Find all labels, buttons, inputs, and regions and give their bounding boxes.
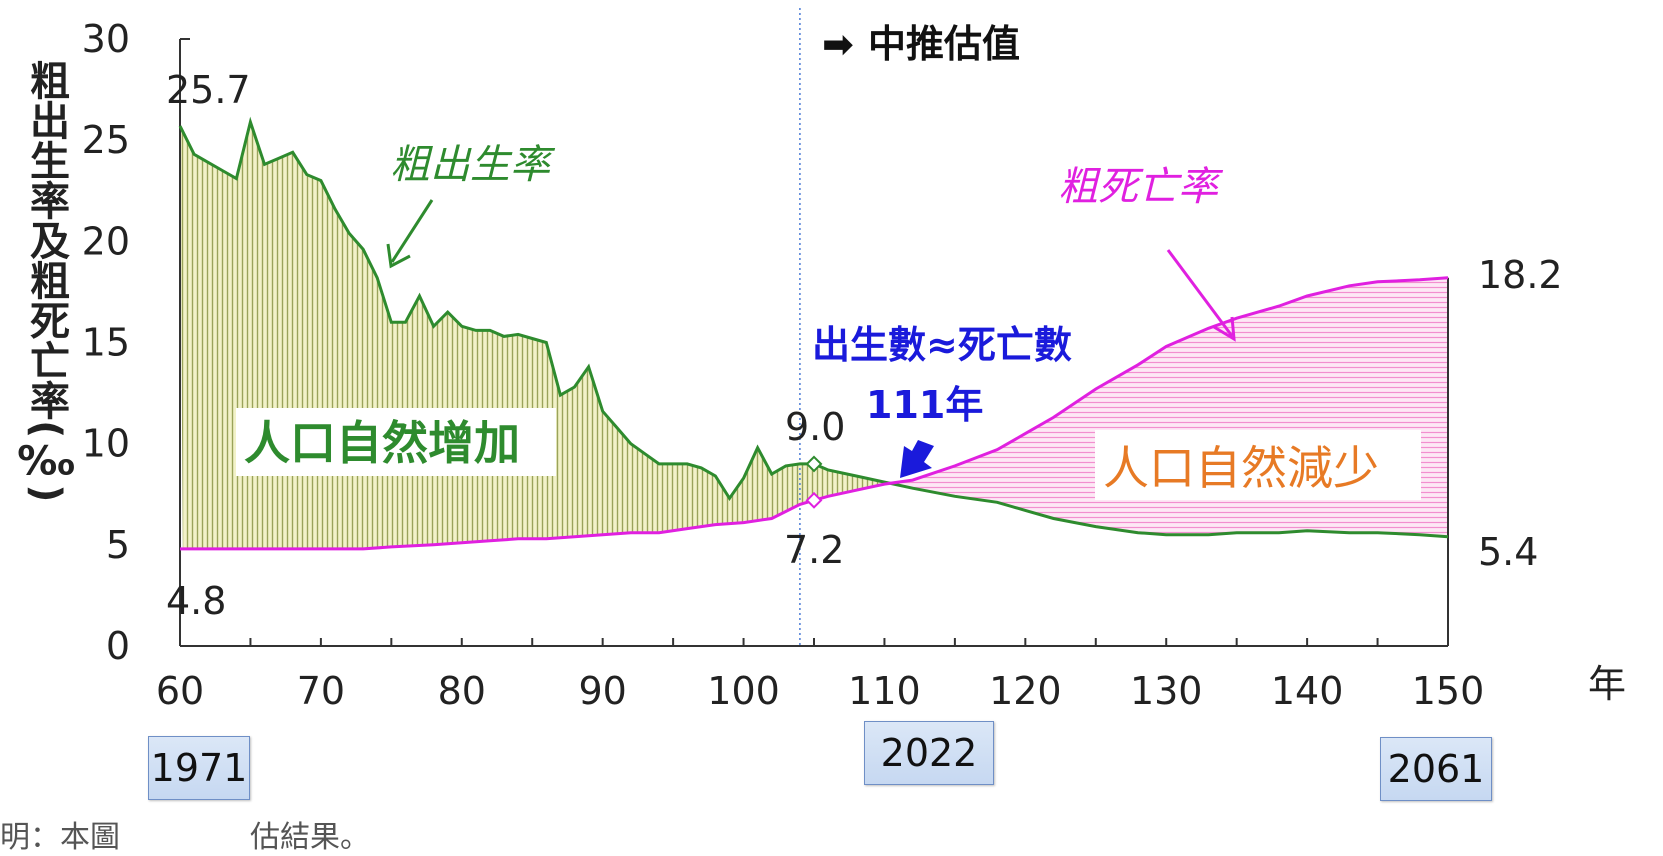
y-tick-label: 0 [106, 624, 130, 668]
series [178, 116, 1449, 551]
crossover-arrow-icon [900, 440, 934, 478]
death-proj-start-marker [805, 491, 823, 509]
birth-proj-start-value: 9.0 [785, 405, 845, 449]
y-tick-label: 5 [106, 523, 130, 567]
death-end-value: 5.4 [1478, 530, 1538, 574]
birth-rate-line [178, 116, 1449, 539]
x-axis-unit: 年 [1588, 662, 1626, 706]
year-box-2022: 2022 [864, 721, 994, 785]
crossover-year: 111年 [866, 383, 983, 427]
x-tick-label: 70 [297, 669, 345, 713]
death-label-arrow [1166, 249, 1234, 337]
increase-label-bg [236, 408, 556, 476]
birth-proj-start-marker [805, 455, 823, 473]
x-tick-label: 140 [1271, 669, 1344, 713]
x-tick-label: 150 [1412, 669, 1485, 713]
projection-label-arrow: ➡ [822, 22, 854, 66]
birth-end-value: 18.2 [1478, 253, 1563, 297]
year-box-1971: 1971 [148, 736, 250, 800]
crossover-text: 出生數≈死亡數 [812, 323, 1072, 367]
x-tick-label: 90 [578, 669, 626, 713]
decrease-label-bg [1095, 430, 1421, 500]
death-proj-start-value: 7.2 [784, 528, 844, 572]
x-tick-label: 120 [989, 669, 1062, 713]
x-tick-label: 60 [156, 669, 204, 713]
y-tick-label: 20 [82, 219, 130, 263]
footer-note-left: 明：本圖 [0, 820, 120, 855]
death-start-value: 4.8 [166, 579, 226, 623]
birth-start-value: 25.7 [166, 68, 251, 112]
y-axis-label: 粗出生率及粗死亡率(‰) [18, 60, 74, 503]
x-tick-label: 130 [1130, 669, 1203, 713]
death-series-label: 粗死亡率 [1058, 164, 1224, 210]
year-box-2061: 2061 [1380, 737, 1492, 801]
birth-label-arrowhead [386, 243, 411, 269]
footer-note-right: 估結果。 [250, 820, 370, 855]
x-tick-label: 100 [707, 669, 780, 713]
footer-note: 明：本圖 估結果。 [0, 812, 370, 856]
ticks: 60 70 80 90 100 110 120 130 140 150 0 5 10 15 20 25 30 [82, 17, 1485, 713]
region-increase-label: 人口自然增加 [244, 416, 520, 470]
y-tick-label: 30 [82, 17, 130, 61]
region-decrease-label: 人口自然減少 [1103, 441, 1379, 495]
y-tick-label: 10 [82, 422, 130, 466]
projection-label: 中推估值 [868, 22, 1020, 66]
birth-series-label: 粗出生率 [390, 142, 556, 188]
x-tick-label: 80 [438, 669, 486, 713]
y-tick-label: 15 [82, 321, 130, 365]
death-label-arrowhead [1213, 316, 1236, 342]
y-tick-label: 25 [82, 118, 130, 162]
x-tick-label: 110 [848, 669, 921, 713]
birth-label-arrow [390, 199, 434, 263]
